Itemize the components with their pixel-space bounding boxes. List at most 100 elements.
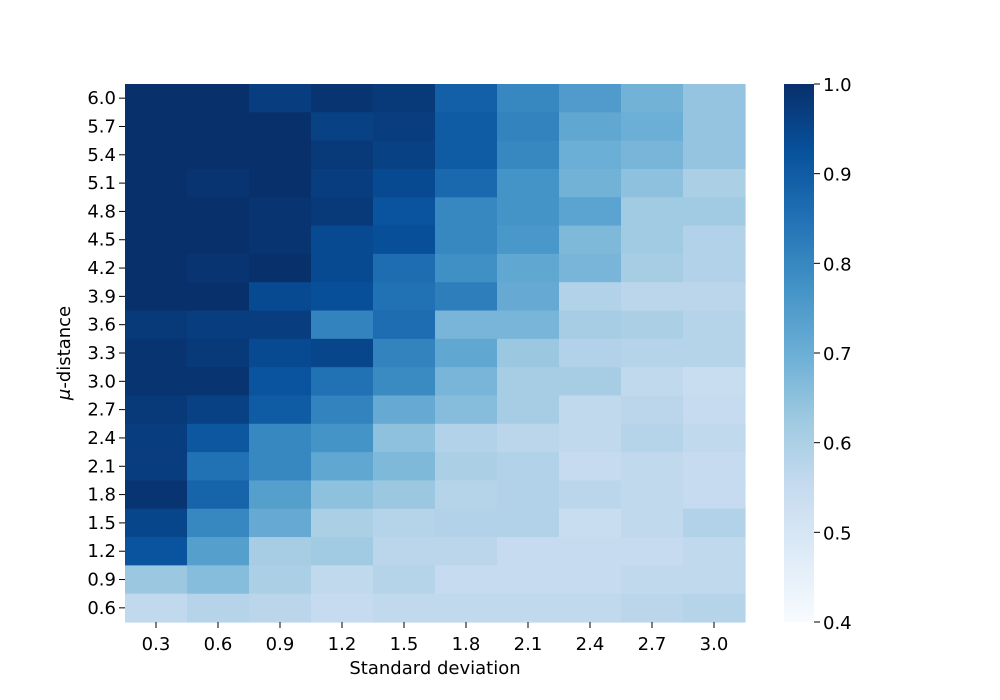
y-tick-label: 3.6	[87, 315, 116, 336]
heatmap-cell	[187, 282, 250, 312]
y-tick-label: 0.9	[87, 570, 116, 591]
heatmap-cell	[621, 423, 684, 453]
heatmap-cell	[125, 395, 188, 425]
heatmap-cell	[435, 565, 498, 595]
heatmap-cell	[125, 253, 188, 283]
heatmap-cell	[125, 84, 188, 113]
heatmap-cell	[249, 367, 312, 397]
heatmap-cell	[249, 197, 312, 227]
heatmap-cell	[311, 338, 374, 368]
heatmap-cell	[497, 395, 560, 425]
heatmap-cell	[435, 140, 498, 170]
y-tick-label: 3.0	[87, 371, 116, 392]
y-tick-label: 2.1	[87, 456, 116, 477]
colorbar-tick-label: 0.6	[823, 434, 852, 455]
heatmap-cell	[683, 338, 746, 368]
heatmap-cell	[187, 565, 250, 595]
heatmap-cell	[125, 452, 188, 482]
heatmap-cell	[683, 310, 746, 340]
heatmap-cell	[497, 367, 560, 397]
heatmap-cell	[311, 197, 374, 227]
colorbar-tick-label: 1.0	[823, 75, 852, 96]
heatmap-cell	[311, 367, 374, 397]
heatmap-cell	[621, 565, 684, 595]
heatmap-cell	[187, 423, 250, 453]
heatmap-cell	[683, 423, 746, 453]
heatmap-cell	[125, 423, 188, 453]
x-tick-label: 3.0	[700, 634, 729, 655]
x-tick-label: 2.1	[514, 634, 543, 655]
heatmap-cell	[683, 168, 746, 198]
heatmap-cell	[249, 84, 312, 113]
y-tick-label: 6.0	[87, 88, 116, 109]
heatmap-cell	[621, 168, 684, 198]
heatmap-cell	[373, 112, 436, 142]
heatmap-cell	[373, 367, 436, 397]
heatmap-cell	[373, 310, 436, 340]
heatmap-cell	[373, 452, 436, 482]
heatmap-cell	[435, 395, 498, 425]
heatmap-cell	[187, 452, 250, 482]
heatmap-cell	[435, 367, 498, 397]
heatmap-cell	[187, 225, 250, 255]
heatmap-cell	[249, 140, 312, 170]
heatmap-cell	[559, 197, 622, 227]
y-axis-label: μ-distance	[54, 306, 75, 401]
heatmap-cell	[621, 225, 684, 255]
x-tick-label: 0.6	[204, 634, 233, 655]
heatmap-cell	[125, 338, 188, 368]
heatmap-cell	[311, 168, 374, 198]
heatmap-cell	[373, 508, 436, 538]
heatmap-cell	[435, 338, 498, 368]
heatmap-cell	[683, 112, 746, 142]
heatmap-cell	[187, 593, 250, 623]
heatmap-cell	[187, 197, 250, 227]
heatmap-cell	[249, 168, 312, 198]
heatmap-cell	[683, 140, 746, 170]
heatmap-cell	[435, 282, 498, 312]
heatmap-cell	[683, 593, 746, 623]
heatmap-cell	[559, 282, 622, 312]
heatmap-cell	[311, 310, 374, 340]
heatmap-cell	[621, 508, 684, 538]
heatmap-cell	[559, 452, 622, 482]
y-axis-label-text: -distance	[54, 306, 75, 389]
heatmap-cell	[435, 197, 498, 227]
heatmap-cell	[435, 423, 498, 453]
heatmap-cell	[125, 367, 188, 397]
heatmap-cell	[249, 537, 312, 566]
heatmap-cell	[373, 593, 436, 623]
heatmap-cell	[559, 338, 622, 368]
heatmap-cell	[187, 168, 250, 198]
heatmap-cell	[621, 140, 684, 170]
heatmap-cell	[373, 225, 436, 255]
heatmap-cell	[125, 168, 188, 198]
heatmap-cell	[497, 452, 560, 482]
heatmap-cell	[621, 452, 684, 482]
heatmap-cell	[559, 395, 622, 425]
heatmap-cell	[311, 282, 374, 312]
heatmap-cell	[311, 565, 374, 595]
heatmap-cell	[621, 395, 684, 425]
y-tick-label: 5.1	[87, 173, 116, 194]
heatmap-cell	[311, 537, 374, 566]
heatmap-cell	[125, 310, 188, 340]
y-axis-ticks: 6.0 5.7 5.4 5.1 4.8 4.5 4.2 3.9 3.6 3.3 3.0 2.7 2.4 2…	[87, 88, 125, 619]
heatmap-cell	[187, 508, 250, 538]
x-tick-label: 0.9	[266, 634, 295, 655]
heatmap-cell	[559, 253, 622, 283]
heatmap-cell	[435, 452, 498, 482]
heatmap-cell	[435, 225, 498, 255]
y-tick-label: 2.7	[87, 400, 116, 421]
heatmap-cell	[683, 282, 746, 312]
heatmap-cell	[621, 282, 684, 312]
heatmap-cell	[249, 253, 312, 283]
heatmap-cell	[373, 537, 436, 566]
heatmap-cell	[125, 282, 188, 312]
heatmap-cell	[187, 480, 250, 510]
heatmap-cell	[125, 112, 188, 142]
heatmap-cell	[621, 197, 684, 227]
heatmap-cell	[497, 423, 560, 453]
heatmap-cell	[621, 480, 684, 510]
heatmap-cell	[559, 537, 622, 566]
